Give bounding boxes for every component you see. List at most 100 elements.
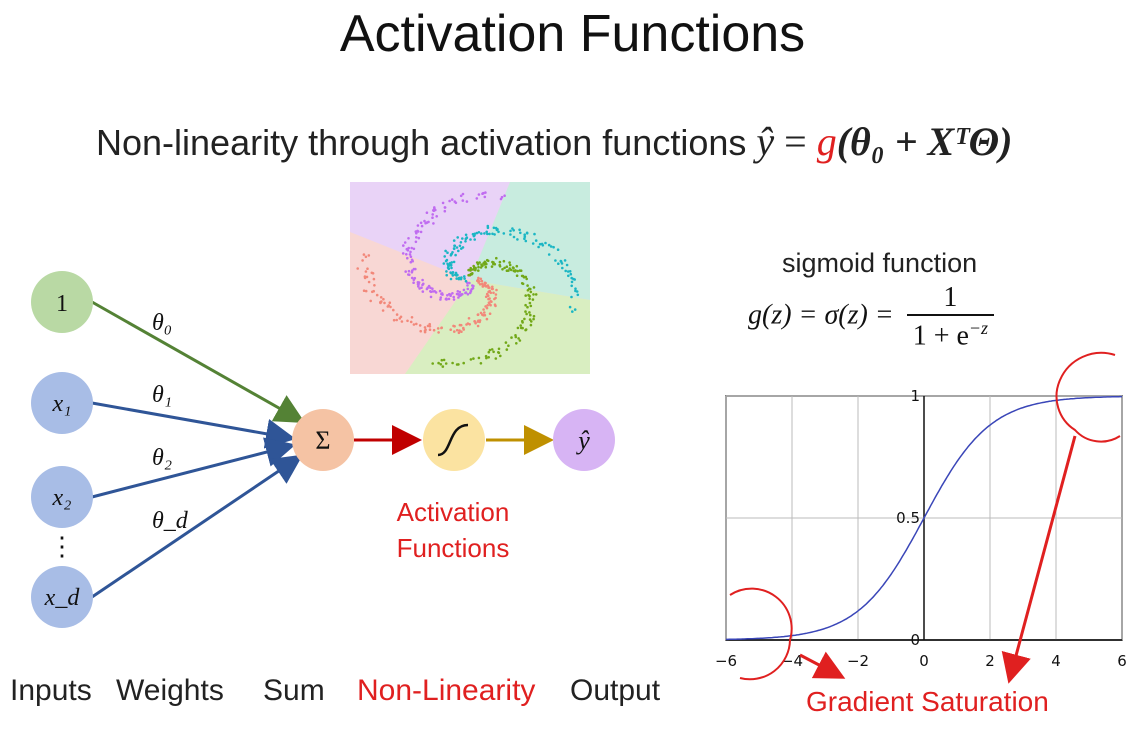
- scatter-point: [529, 323, 533, 327]
- scatter-point: [456, 236, 460, 239]
- sigmoid-numerator: 1: [943, 282, 958, 313]
- scatter-point: [456, 290, 460, 293]
- scatter-point: [519, 231, 522, 235]
- scatter-point: [524, 275, 528, 279]
- scatter-point: [446, 251, 449, 254]
- scatter-point: [420, 224, 424, 228]
- scatter-point: [489, 291, 493, 295]
- scatter-point: [549, 245, 553, 248]
- saturation-circle-left: [729, 587, 793, 681]
- scatter-point: [382, 297, 385, 301]
- scatter-point: [455, 246, 459, 249]
- scatter-point: [523, 237, 526, 240]
- scatter-point: [412, 281, 415, 285]
- scatter-point: [502, 259, 506, 263]
- scatter-point: [479, 277, 483, 281]
- scatter-point: [532, 286, 536, 289]
- scatter-point: [407, 246, 411, 250]
- scatter-point: [505, 269, 509, 273]
- scatter-point: [446, 266, 450, 270]
- scatter-point: [457, 249, 460, 253]
- scatter-point: [498, 263, 502, 267]
- scatter-point: [477, 281, 480, 284]
- scatter-point: [364, 270, 368, 273]
- scatter-point: [518, 269, 522, 272]
- scatter-point: [445, 270, 448, 273]
- node-output-label: ŷ: [575, 426, 590, 455]
- scatter-point: [433, 207, 436, 210]
- scatter-point: [484, 295, 488, 299]
- scatter-point: [457, 363, 460, 366]
- equation-g: g: [816, 119, 837, 164]
- scatter-point: [402, 244, 405, 247]
- scatter-point: [530, 320, 533, 323]
- bottom-label-nonlinearity: Non-Linearity: [357, 674, 536, 707]
- scatter-point: [445, 298, 448, 301]
- activation-caption-line2: Functions: [396, 533, 510, 563]
- scatter-point: [488, 312, 492, 316]
- scatter-point: [450, 266, 453, 270]
- scatter-point: [444, 249, 447, 253]
- scatter-point: [453, 330, 456, 333]
- scatter-point: [472, 284, 475, 288]
- scatter-point: [442, 262, 446, 265]
- scatter-point: [465, 200, 469, 203]
- scatter-point: [451, 361, 454, 365]
- scatter-point: [520, 282, 524, 285]
- scatter-point: [516, 326, 520, 330]
- region-green: [405, 280, 590, 374]
- scatter-point: [427, 220, 430, 224]
- scatter-point: [518, 339, 522, 342]
- scatter-point: [392, 318, 396, 322]
- scatter-point: [471, 268, 475, 271]
- weight-theta1: θ₁: [152, 382, 172, 408]
- scatter-point: [428, 322, 432, 326]
- scatter-point: [406, 319, 409, 323]
- scatter-point: [421, 278, 424, 282]
- scatter-point: [466, 287, 470, 291]
- scatter-point: [416, 230, 420, 233]
- scatter-point: [414, 267, 417, 271]
- scatter-point: [573, 308, 577, 311]
- scatter-point: [407, 273, 410, 276]
- scatter-point: [420, 286, 423, 290]
- scatter-point: [479, 362, 483, 365]
- scatter-point: [361, 259, 364, 262]
- scatter-point: [424, 221, 427, 225]
- scatter-point: [477, 231, 481, 234]
- subtitle: Non-linearity through activation functio…: [96, 118, 1013, 165]
- scatter-point: [499, 354, 502, 358]
- scatter-point: [364, 289, 368, 293]
- node-bias-label: 1: [56, 291, 68, 317]
- scatter-point: [423, 219, 426, 223]
- scatter-point: [490, 348, 494, 351]
- scatter-point: [415, 231, 418, 235]
- scatter-point: [454, 253, 457, 257]
- scatter-point: [521, 326, 524, 330]
- node-xd: [31, 566, 93, 628]
- scatter-point: [416, 282, 420, 286]
- node-sum-label: Σ: [315, 426, 330, 455]
- scatter-point: [528, 301, 532, 305]
- scatter-point: [523, 233, 526, 236]
- scatter-point: [532, 293, 535, 296]
- scatter-point: [496, 228, 499, 231]
- scatter-point: [419, 221, 423, 225]
- scatter-point: [447, 297, 451, 301]
- scatter-point: [524, 239, 528, 243]
- scatter-point: [424, 328, 427, 332]
- scatter-point: [410, 246, 414, 250]
- scatter-point: [449, 254, 453, 257]
- node-xd-label: x_d: [44, 585, 81, 611]
- scatter-point: [508, 261, 511, 264]
- scatter-point: [388, 301, 392, 305]
- x-tick-label: 0: [919, 652, 929, 670]
- scatter-point: [509, 229, 512, 233]
- scatter-point: [568, 270, 572, 273]
- scatter-point: [477, 356, 481, 360]
- scatter-point: [495, 288, 498, 292]
- region-cyan: [470, 182, 590, 300]
- scatter-point: [439, 298, 442, 301]
- scatter-point: [491, 232, 494, 236]
- node-x1: [31, 372, 93, 434]
